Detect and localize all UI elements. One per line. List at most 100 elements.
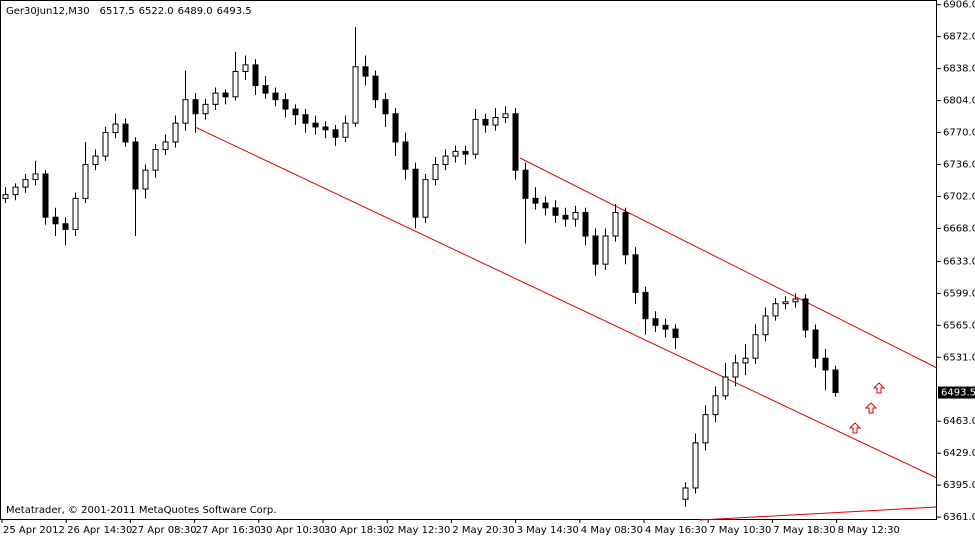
- y-tick-label: 6668.0: [943, 223, 975, 234]
- candle-body: [622, 211, 629, 256]
- candle-body: [32, 173, 39, 181]
- candle-body: [292, 108, 299, 116]
- buy-arrows: [848, 382, 886, 434]
- candle-body: [762, 315, 769, 336]
- candle-body: [552, 207, 559, 216]
- y-tick-label: 6599.0: [943, 288, 975, 299]
- candle-body: [532, 197, 539, 204]
- footer: Metatrader, © 2001-2011 MetaQuotes Softw…: [6, 505, 276, 516]
- y-tick-label: 6872.0: [943, 32, 975, 43]
- trend-line: [699, 506, 938, 521]
- candle-body: [492, 117, 499, 126]
- candle-body: [352, 66, 359, 124]
- last-close: 6493.5: [217, 6, 252, 17]
- candle-body: [122, 123, 129, 143]
- candle-body: [62, 223, 69, 230]
- candle-body: [802, 298, 809, 331]
- candle-body: [462, 150, 469, 155]
- candle-body: [262, 85, 269, 94]
- candle-body: [562, 214, 569, 220]
- candle-body: [452, 150, 459, 157]
- candle-body: [22, 179, 29, 188]
- candle-body: [302, 114, 309, 124]
- candle-body: [142, 169, 149, 190]
- candle-body: [382, 99, 389, 115]
- trend-line: [194, 126, 938, 479]
- candles: [2, 27, 839, 507]
- buy-arrow: [848, 422, 862, 434]
- y-tick-label: 6804.0: [943, 96, 975, 107]
- candle-body: [542, 202, 549, 209]
- y-tick-label: 6736.0: [943, 160, 975, 171]
- candle-body: [392, 113, 399, 143]
- candle-body: [172, 122, 179, 143]
- y-tick-label: 6702.0: [943, 192, 975, 203]
- y-tick-label: 6361.0: [943, 512, 975, 523]
- candle-body: [92, 155, 99, 166]
- candle-body: [202, 103, 209, 115]
- x-tick-label: 25 Apr 2012: [3, 525, 65, 536]
- candle-body: [642, 291, 649, 320]
- y-tick-label: 6838.0: [943, 64, 975, 75]
- candle-body: [422, 179, 429, 218]
- buy-arrow: [872, 382, 886, 394]
- x-tick-label: 7 May 10:30: [709, 525, 771, 536]
- candle-body: [752, 334, 759, 359]
- candle-body: [242, 64, 249, 72]
- candle-body: [72, 197, 79, 230]
- candle-body: [612, 211, 619, 237]
- candle-body: [332, 129, 339, 138]
- candle-body: [592, 235, 599, 265]
- candle-body: [632, 254, 639, 293]
- x-tick-label: 30 Apr 10:30: [260, 525, 325, 536]
- candle-body: [662, 324, 669, 330]
- candle-body: [822, 357, 829, 371]
- x-tick-label: 4 May 08:30: [581, 525, 643, 536]
- symbol: Ger30Jun12,M30: [6, 6, 90, 17]
- candle-body: [512, 113, 519, 171]
- candle-body: [782, 301, 789, 305]
- trend-line: [519, 157, 938, 369]
- candle-body: [652, 318, 659, 326]
- candle-body: [12, 186, 19, 196]
- candle-body: [572, 211, 579, 220]
- candle-body: [192, 99, 199, 115]
- candle-body: [222, 92, 229, 98]
- current-price: 6493.5: [941, 388, 975, 399]
- candle-body: [342, 122, 349, 138]
- price-box: [938, 386, 975, 399]
- candle-body: [362, 66, 369, 77]
- candle-body: [682, 487, 689, 500]
- y-tick-label: 6429.0: [943, 448, 975, 459]
- candle-body: [372, 75, 379, 101]
- candle-body: [412, 168, 419, 218]
- candle-body: [272, 92, 279, 101]
- candle-body: [322, 126, 329, 131]
- x-tick-label: 2 May 20:30: [452, 525, 514, 536]
- y-tick-label: 6463.0: [943, 416, 975, 427]
- x-tick-label: 27 Apr 16:30: [196, 525, 261, 536]
- candle-body: [582, 211, 589, 237]
- candle-body: [42, 173, 49, 218]
- candle-body: [502, 113, 509, 119]
- y-tick-label: 6531.0: [943, 352, 975, 363]
- candle-body: [282, 99, 289, 110]
- candle-body: [82, 164, 89, 199]
- x-tick-label: 30 Apr 18:30: [324, 525, 389, 536]
- buy-arrow: [864, 402, 878, 414]
- y-tick-label: 6395.0: [943, 480, 975, 491]
- candle-body: [482, 118, 489, 126]
- last-high: 6522.0: [139, 6, 174, 17]
- candle-body: [522, 169, 529, 199]
- candle-body: [692, 442, 699, 489]
- candle-body: [152, 148, 159, 171]
- candle-body: [602, 235, 609, 265]
- candle-body: [312, 122, 319, 128]
- candle-body: [252, 64, 259, 87]
- candle-body: [182, 99, 189, 124]
- candle-body: [712, 395, 719, 416]
- last-open: 6517.5: [100, 6, 135, 17]
- candle-body: [742, 357, 749, 364]
- y-tick-label: 6565.0: [943, 320, 975, 331]
